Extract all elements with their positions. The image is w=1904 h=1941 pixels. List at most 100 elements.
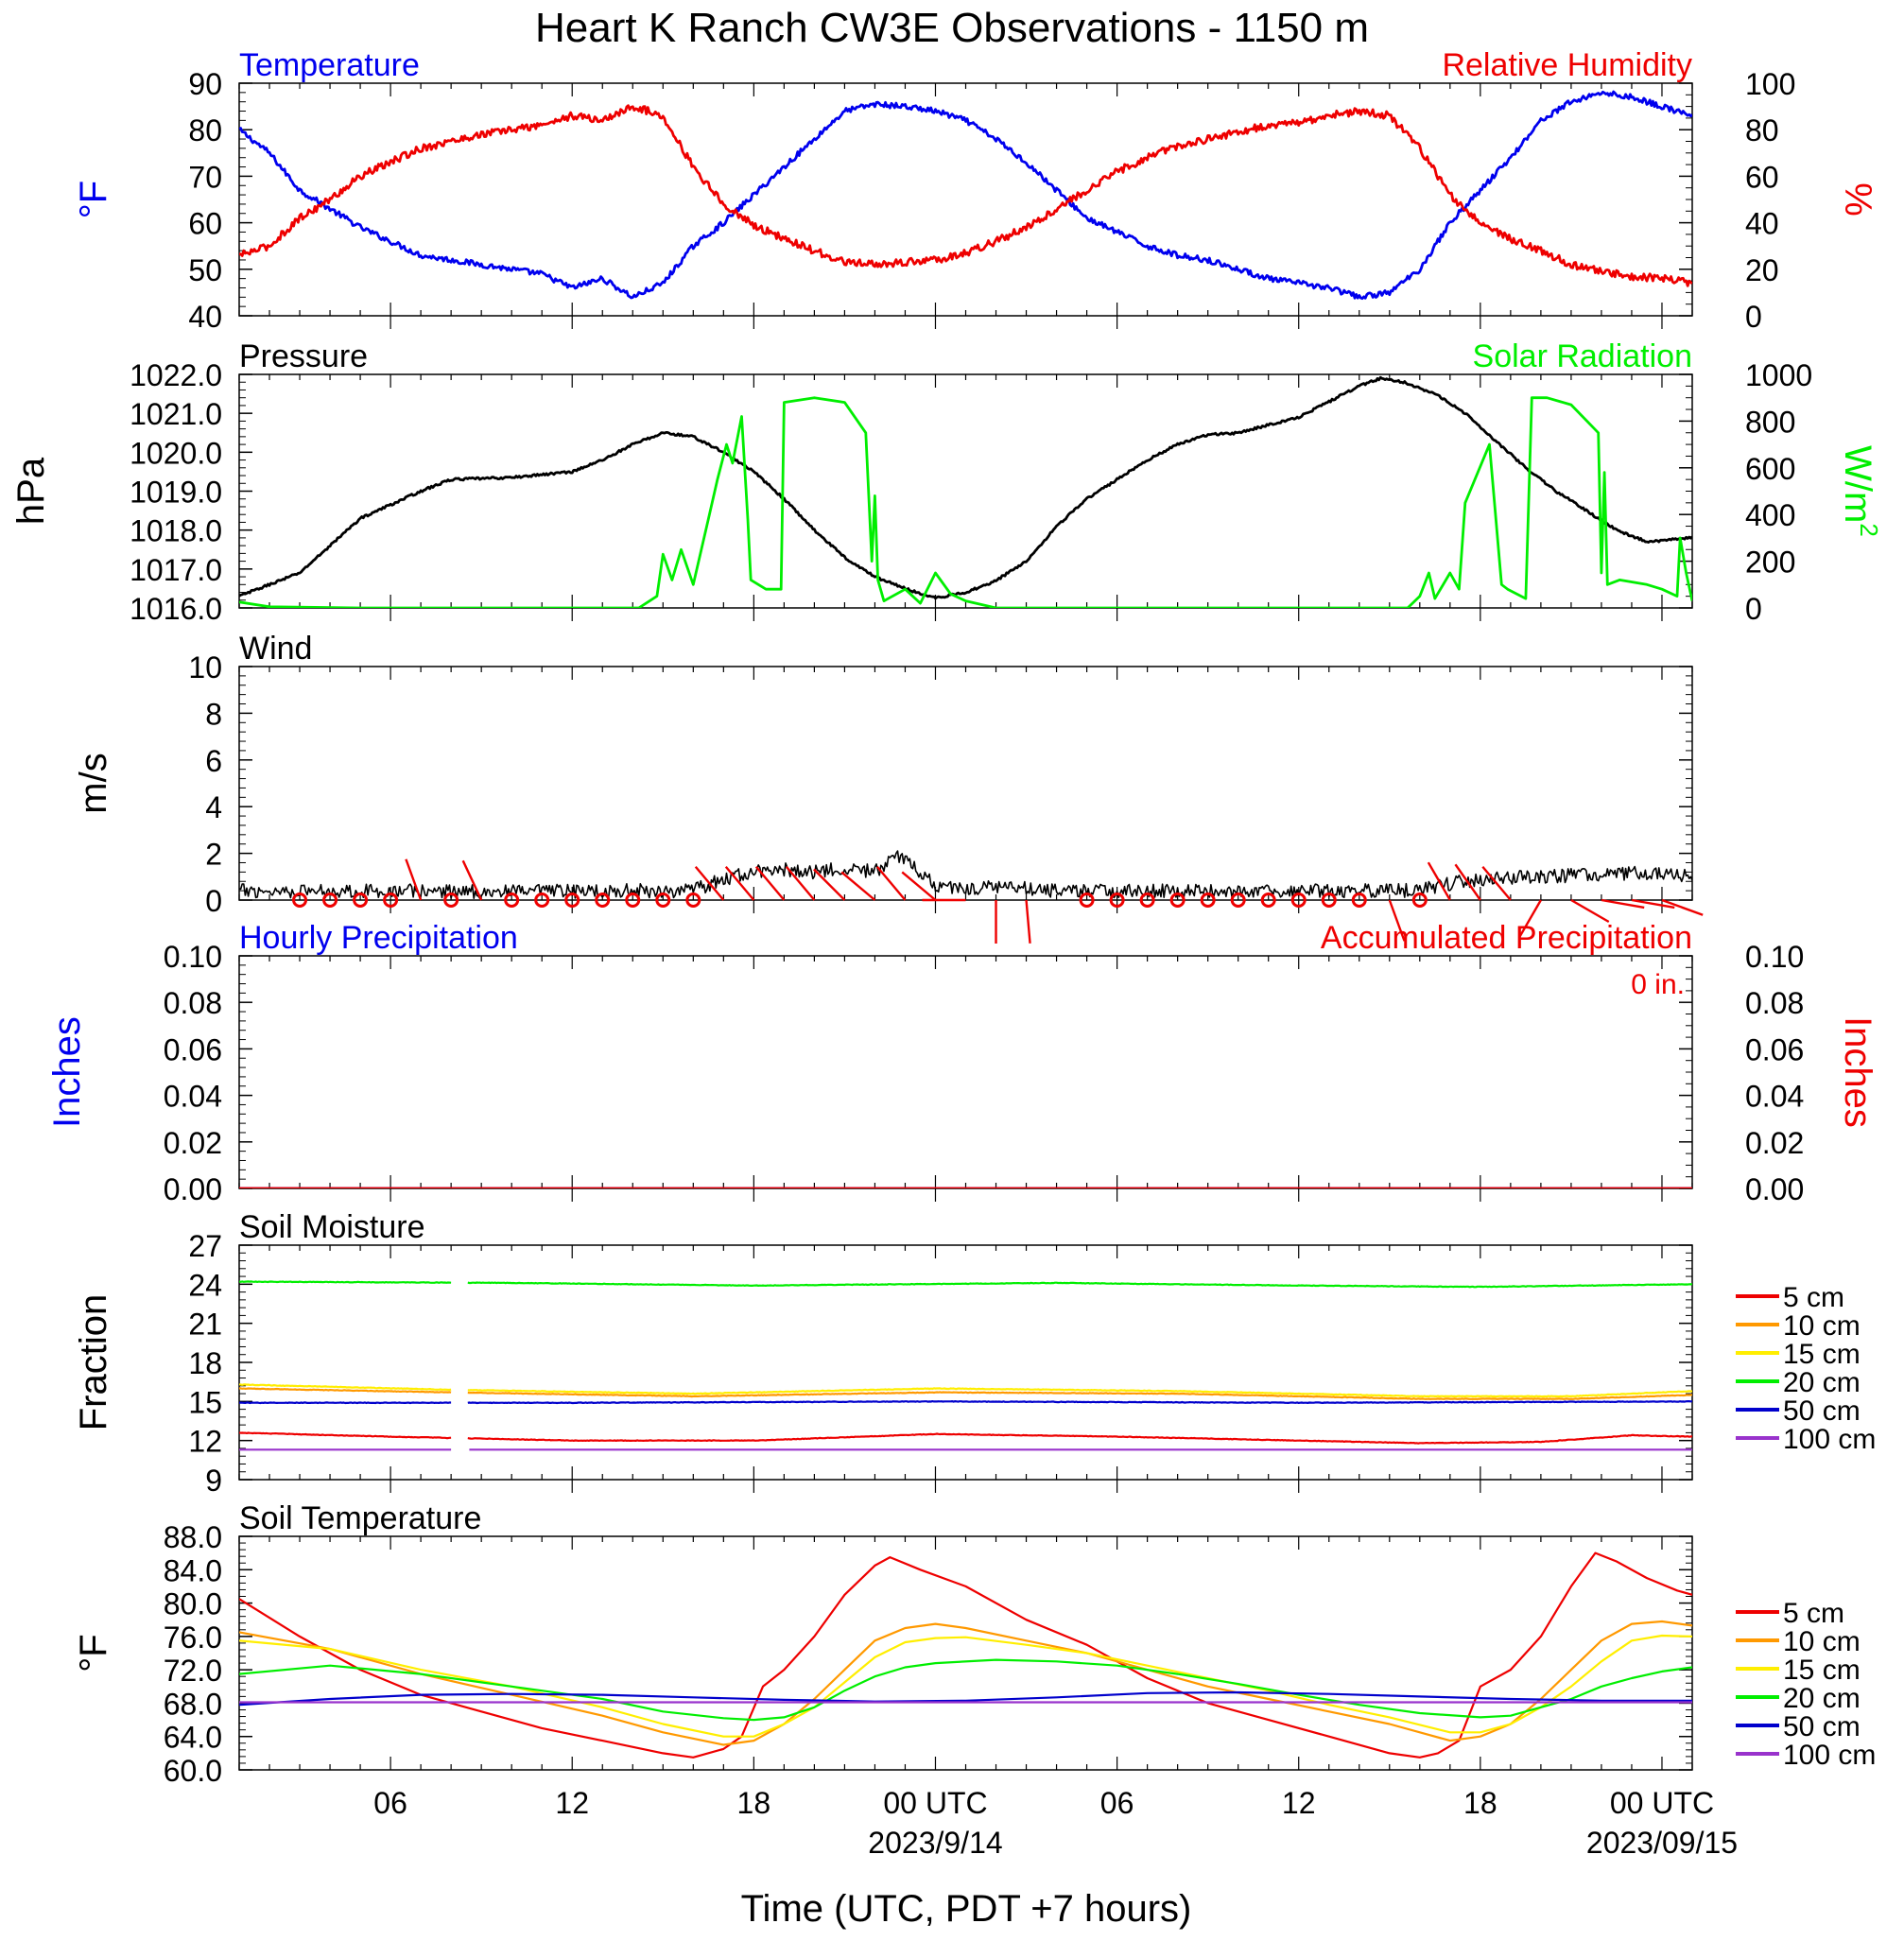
panel-title-right: Solar Radiation — [1473, 338, 1692, 374]
wind-barb-calm — [322, 893, 338, 908]
wind-barb-calm — [564, 893, 580, 908]
panel-title-right: Accumulated Precipitation — [1321, 920, 1692, 956]
y-tick-label: 27 — [188, 1229, 222, 1263]
plot-frame — [238, 666, 1693, 901]
y-right-tick-label: 800 — [1745, 405, 1795, 439]
y-tick-label: 1022.0 — [130, 358, 222, 392]
y-tick-label: 64.0 — [164, 1721, 222, 1755]
y-tick-label: 9 — [205, 1464, 222, 1498]
y-tick-label: 84.0 — [164, 1553, 222, 1587]
panel-precipitation: 0.00 0.02 0.04 0.06 0.08 0.10 0.00 0.02 0.04 0.06… — [46, 920, 1878, 1206]
y-right-tick-label: 0 — [1745, 592, 1762, 626]
wind-barb — [1388, 899, 1406, 942]
y-axis-label-right: W/m2 — [1837, 445, 1883, 537]
x-tick-label: 00 UTC — [1610, 1786, 1714, 1820]
y-tick-label: 0.00 — [164, 1172, 222, 1206]
wind-barb — [1631, 898, 1675, 910]
x-tick-label: 18 — [1463, 1786, 1497, 1820]
y-tick-label: 68.0 — [164, 1687, 222, 1721]
y-right-tick-label: 80 — [1745, 113, 1779, 147]
series-temperature — [239, 90, 1692, 301]
y-tick-label: 0.08 — [164, 986, 222, 1020]
legend-label: 5 cm — [1783, 1282, 1844, 1313]
series-relative-humidity — [239, 104, 1692, 287]
y-tick-label: 15 — [188, 1385, 222, 1419]
y-axis-label-left: °F — [73, 181, 114, 218]
wind-barb — [405, 858, 423, 901]
y-right-tick-label: 400 — [1745, 498, 1795, 532]
y-right-tick-label: 1000 — [1745, 358, 1812, 392]
wind-barb — [1454, 863, 1481, 901]
panel-title-left: Wind — [239, 631, 312, 667]
series-group — [239, 1551, 1692, 1759]
legend-entry: 50 cm — [1736, 1711, 1861, 1742]
y-axis-label-right: Inches — [1837, 1016, 1878, 1128]
y-right-tick-label: 0.04 — [1745, 1080, 1804, 1114]
y-right-tick-label: 0.06 — [1745, 1032, 1804, 1066]
legend-label: 10 cm — [1783, 1626, 1861, 1657]
panel-title-left: Soil Temperature — [239, 1500, 481, 1536]
wind-barb-calm — [1200, 893, 1216, 908]
y-tick-label: 24 — [188, 1268, 222, 1302]
wind-barb-calm — [1109, 893, 1125, 908]
y-right-tick-label: 0.00 — [1745, 1172, 1804, 1206]
panel-soil-temperature: 60.064.068.072.076.080.084.088.0 Soil Tem… — [73, 1500, 1876, 1788]
legend-label: 15 cm — [1783, 1655, 1861, 1686]
wind-barb — [754, 865, 786, 901]
legend-entry: 20 cm — [1736, 1367, 1861, 1398]
y-right-tick-label: 40 — [1745, 207, 1779, 241]
legend-entry: 20 cm — [1736, 1683, 1861, 1714]
y-tick-label: 40 — [188, 300, 222, 334]
chart-title: Heart K Ranch CW3E Observations - 1150 m — [535, 5, 1369, 51]
legend-entry: 10 cm — [1736, 1626, 1861, 1657]
legend-label: 50 cm — [1783, 1395, 1861, 1427]
y-tick-label: 80 — [188, 113, 222, 147]
y-right-tick-label: 100 — [1745, 67, 1795, 101]
series-5-cm — [239, 1551, 1692, 1759]
wind-barb-calm — [1079, 893, 1095, 908]
y-tick-label: 80.0 — [164, 1587, 222, 1621]
y-tick-label: 6 — [205, 744, 222, 778]
x-tick-label: 12 — [1282, 1786, 1316, 1820]
y-tick-label: 1018.0 — [130, 514, 222, 548]
y-tick-label: 12 — [188, 1425, 222, 1459]
panel-pressure-solar: 1016.0 1017.0 1018.0 1019.0 1020.0 1021.0 1022… — [10, 338, 1883, 626]
series-group — [239, 850, 1692, 900]
y-tick-label: 72.0 — [164, 1654, 222, 1688]
plot-frame — [238, 1244, 1693, 1481]
panel-title-left: Pressure — [239, 338, 368, 374]
wind-barb — [724, 865, 755, 901]
y-right-tick-label: 200 — [1745, 546, 1795, 580]
y-right-tick-label: 600 — [1745, 452, 1795, 486]
wind-barb — [901, 871, 937, 901]
y-tick-label: 1017.0 — [130, 553, 222, 587]
x-axis-label: Time (UTC, PDT +7 hours) — [741, 1888, 1192, 1930]
wind-barb-calm — [353, 893, 369, 908]
wind-barb — [1601, 898, 1645, 910]
legend-entry: 50 cm — [1736, 1395, 1861, 1427]
y-tick-label: 1019.0 — [130, 476, 222, 510]
y-right-tick-label: 0.08 — [1745, 986, 1804, 1020]
x-tick-label: 06 — [373, 1786, 407, 1820]
wind-barb — [840, 871, 876, 901]
series-15-cm — [239, 1383, 1692, 1398]
y-axis-label-left: °F — [73, 1634, 114, 1672]
wind-barb-calm — [1260, 893, 1276, 908]
legend-label: 10 cm — [1783, 1310, 1861, 1342]
y-axis-label-left: Inches — [46, 1016, 88, 1128]
series-wind — [239, 850, 1692, 900]
x-tick-label: 06 — [1100, 1786, 1134, 1820]
wind-barb-calm — [383, 893, 399, 908]
legend-entry: 5 cm — [1736, 1282, 1844, 1313]
wind-barb-calm — [1290, 893, 1307, 908]
wind-barb-calm — [534, 893, 550, 908]
legend-label: 100 cm — [1783, 1424, 1876, 1455]
series-20-cm — [239, 1280, 1692, 1289]
y-right-tick-label: 0 — [1745, 300, 1762, 334]
y-tick-label: 0 — [205, 884, 222, 918]
wind-barb — [1481, 865, 1512, 901]
y-tick-label: 76.0 — [164, 1620, 222, 1655]
y-right-tick-label: 0.02 — [1745, 1126, 1804, 1160]
